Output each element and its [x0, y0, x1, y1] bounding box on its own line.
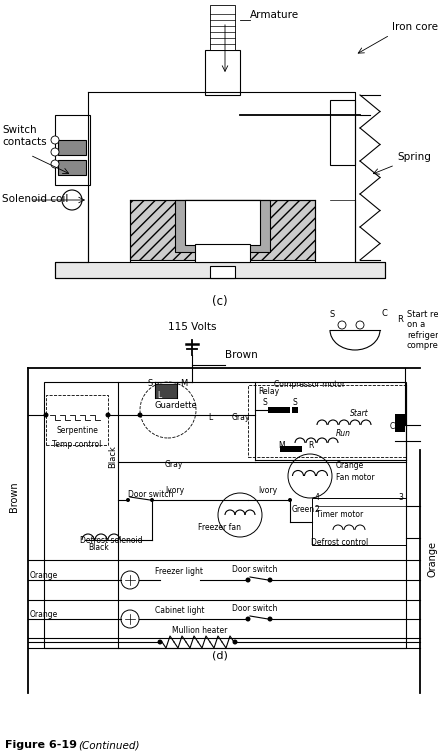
Bar [394, 414, 404, 432]
Text: Orange: Orange [30, 571, 58, 580]
Text: M: M [180, 379, 187, 388]
Circle shape [267, 578, 272, 583]
Text: Freezer fan: Freezer fan [198, 523, 241, 532]
Text: Iron core: Iron core [391, 22, 437, 32]
Text: M: M [277, 441, 284, 450]
Text: Door switch: Door switch [232, 604, 277, 613]
Text: 4: 4 [314, 493, 319, 502]
Text: R: R [307, 441, 313, 450]
Text: C: C [381, 309, 387, 318]
Text: Door switch: Door switch [128, 490, 173, 499]
Bar [130, 200, 314, 260]
Text: S: S [329, 310, 335, 319]
Text: Defrost solenoid: Defrost solenoid [80, 536, 142, 545]
Text: 3: 3 [397, 493, 402, 502]
Bar [58, 160, 86, 175]
Text: Brown: Brown [225, 350, 257, 360]
Text: Door switch: Door switch [232, 565, 277, 574]
Text: (d): (d) [212, 650, 227, 660]
Circle shape [232, 639, 237, 644]
Text: Timer motor: Timer motor [316, 510, 363, 519]
Text: Green: Green [291, 505, 314, 514]
Text: Defrost control: Defrost control [311, 538, 368, 547]
Text: Freezer light: Freezer light [155, 567, 202, 576]
Bar [58, 140, 86, 155]
Text: L: L [157, 391, 161, 400]
Text: Armature: Armature [249, 10, 298, 20]
Bar [209, 266, 234, 278]
Text: Start relay
on a
refrigerator
compressor: Start relay on a refrigerator compressor [406, 310, 438, 350]
Text: Cabinet light: Cabinet light [155, 606, 204, 615]
Text: Brown: Brown [9, 481, 19, 512]
Text: Orange: Orange [335, 461, 364, 470]
Bar [55, 115, 90, 185]
Text: Run: Run [335, 429, 350, 438]
Text: Start: Start [349, 409, 368, 418]
Circle shape [137, 413, 142, 417]
Text: C: C [389, 422, 394, 431]
Text: S: S [262, 398, 267, 407]
Text: Fan motor: Fan motor [335, 473, 374, 482]
Bar [291, 407, 297, 413]
Circle shape [43, 413, 48, 417]
Bar [55, 262, 384, 278]
Circle shape [105, 413, 110, 417]
Text: (Continued): (Continued) [78, 740, 139, 750]
Bar [209, 5, 234, 50]
Text: R: R [396, 315, 402, 324]
Bar [279, 446, 301, 452]
Circle shape [51, 148, 59, 156]
Bar [247, 385, 405, 457]
Bar [267, 407, 290, 413]
Circle shape [51, 160, 59, 168]
Text: Orange: Orange [30, 610, 58, 619]
Circle shape [337, 321, 345, 329]
Bar [194, 244, 249, 262]
Text: Serpentine: Serpentine [56, 426, 98, 435]
Text: Black: Black [88, 543, 109, 552]
Text: Mullion heater: Mullion heater [172, 626, 227, 635]
Text: S: S [292, 398, 297, 407]
Text: (c): (c) [212, 295, 227, 308]
Circle shape [126, 498, 130, 502]
Bar [205, 50, 240, 95]
Circle shape [245, 578, 250, 583]
Bar [184, 200, 259, 245]
Bar [44, 382, 405, 648]
Bar [175, 200, 269, 252]
Circle shape [157, 639, 162, 644]
Circle shape [51, 136, 59, 144]
Text: Figure 6-19: Figure 6-19 [5, 740, 77, 750]
Text: L: L [208, 413, 212, 422]
Text: Temp control: Temp control [52, 440, 102, 449]
Text: Gray: Gray [231, 413, 250, 422]
Text: Ivory: Ivory [165, 486, 184, 495]
Bar [311, 498, 405, 545]
Circle shape [245, 617, 250, 621]
Text: Orange: Orange [427, 541, 437, 577]
Text: 115 Volts: 115 Volts [167, 322, 216, 332]
Text: Black: Black [108, 445, 117, 468]
Circle shape [62, 190, 82, 210]
Circle shape [267, 617, 272, 621]
Bar [155, 384, 177, 398]
Circle shape [355, 321, 363, 329]
Text: S: S [148, 379, 153, 388]
Text: Solenoid coil: Solenoid coil [2, 194, 68, 204]
Bar [329, 100, 354, 165]
Text: Guardette: Guardette [155, 401, 197, 410]
Text: Compressor motor: Compressor motor [274, 380, 345, 389]
Circle shape [150, 498, 154, 502]
Text: Ivory: Ivory [258, 486, 276, 495]
Text: Relay: Relay [258, 387, 279, 396]
Text: 2: 2 [314, 505, 319, 514]
Text: Gray: Gray [165, 460, 183, 469]
Circle shape [287, 498, 291, 502]
Text: Switch
contacts: Switch contacts [2, 126, 46, 147]
Text: Spring: Spring [396, 152, 430, 162]
